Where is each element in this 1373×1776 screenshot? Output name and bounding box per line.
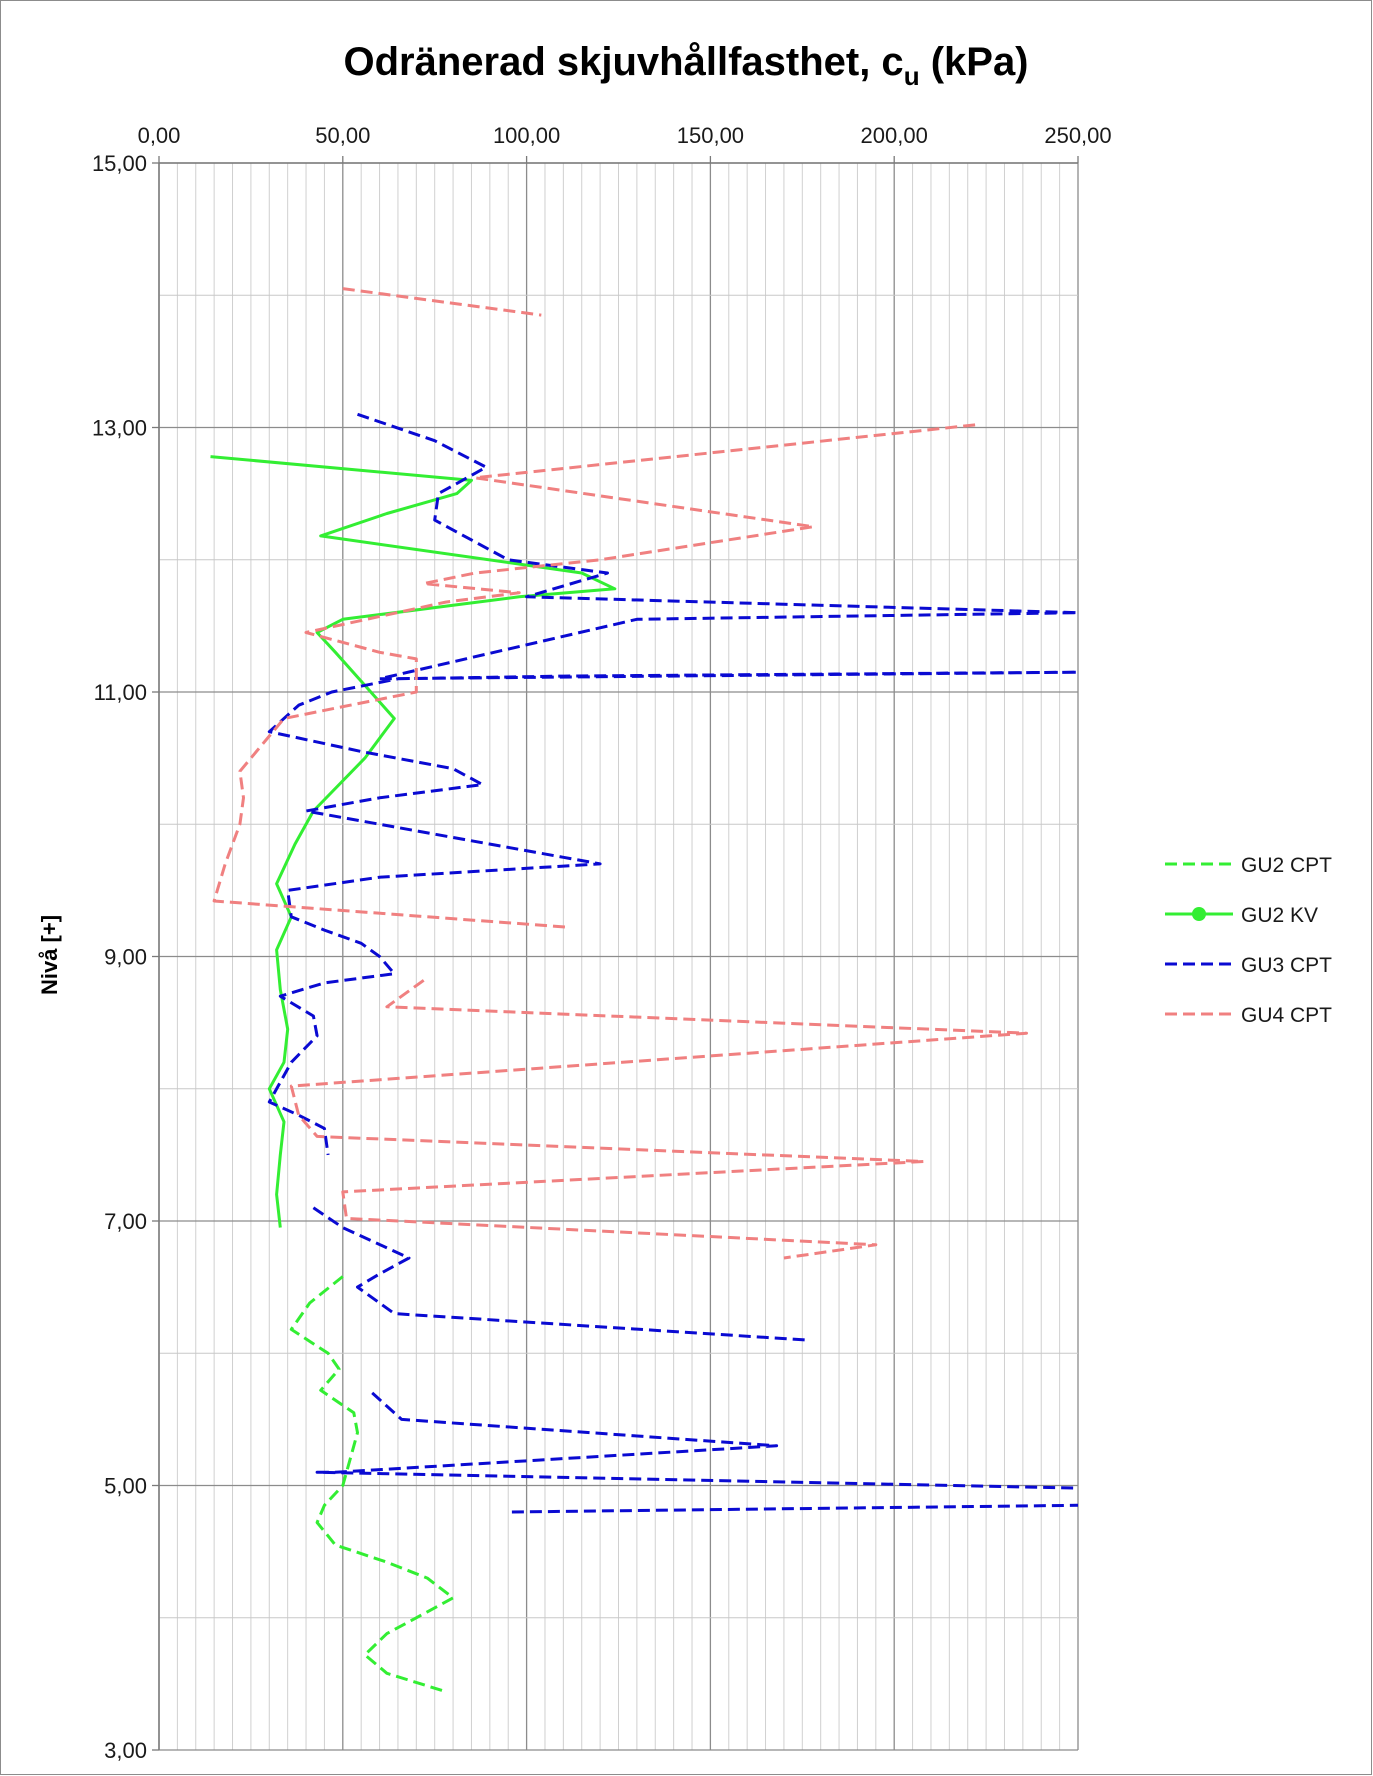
x-tick-label: 0,00: [138, 123, 181, 148]
y-axis-label: Nivå [+]: [37, 915, 62, 995]
legend-label-gu2-kv: GU2 KV: [1241, 904, 1318, 927]
legend-label-gu3-cpt: GU3 CPT: [1241, 954, 1332, 977]
y-tick-label: 9,00: [104, 945, 147, 970]
x-tick-label: 200,00: [861, 123, 928, 148]
grid: [158, 162, 1079, 1751]
legend-label-gu2-cpt: GU2 CPT: [1241, 854, 1332, 877]
x-tick-label: 50,00: [315, 123, 370, 148]
series-line-gu3-cpt: [267, 412, 1080, 1156]
series-line-gu2-cpt: [289, 1275, 455, 1692]
x-tick-label: 100,00: [493, 123, 560, 148]
y-tick-label: 3,00: [104, 1738, 147, 1763]
y-tick-label: 15,00: [92, 151, 147, 176]
series-group: [210, 287, 1080, 1692]
series-line-gu3-cpt: [315, 1391, 1079, 1490]
x-tick-label: 150,00: [677, 123, 744, 148]
series-line-gu4-cpt: [212, 423, 976, 929]
chart-title-subscript: u: [904, 61, 920, 91]
legend-marker-gu2-kv: [1192, 907, 1206, 921]
legend: GU2 CPT GU2 KV GU3 CPT GU4 CPT: [1165, 854, 1332, 1027]
y-tick-label: 7,00: [104, 1209, 147, 1234]
x-tick-label: 250,00: [1044, 123, 1111, 148]
series-line-gu4-cpt: [289, 979, 1028, 1260]
axes: 0,00 50,00 100,00 150,00 200,00 250,00 15,00 13…: [92, 123, 1112, 1763]
chart-title: Odränerad skjuvhållfasthet, cu (kPa): [343, 40, 1028, 91]
series-line-gu4-cpt: [342, 287, 542, 317]
legend-label-gu4-cpt: GU4 CPT: [1241, 1004, 1332, 1027]
series-line-gu2-kv: [210, 455, 617, 1228]
y-tick-label: 13,00: [92, 416, 147, 441]
y-tick-label: 11,00: [94, 680, 147, 705]
y-tick-label: 5,00: [104, 1474, 147, 1499]
series-line-gu3-cpt: [511, 1503, 1079, 1514]
chart-title-main: Odränerad skjuvhållfasthet, c: [343, 40, 903, 84]
chart-title-suffix: (kPa): [920, 40, 1029, 84]
